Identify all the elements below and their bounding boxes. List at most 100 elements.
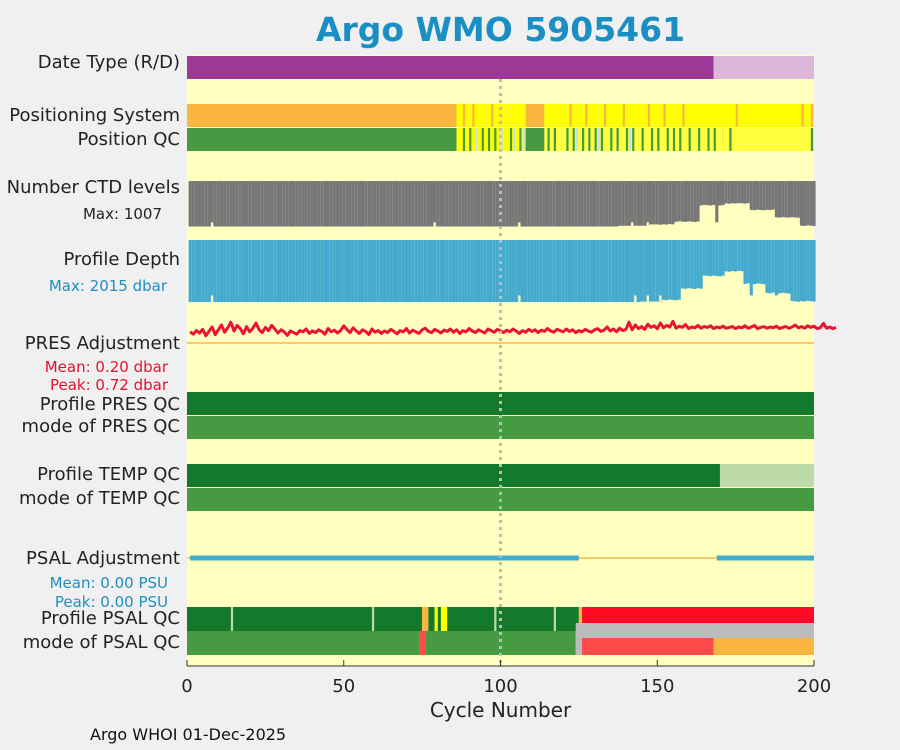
profile-psal-qc-bar	[578, 607, 583, 631]
profile-depth-bar	[552, 240, 556, 303]
profile-depth-bar	[721, 240, 725, 276]
profile-depth-bar	[332, 240, 336, 303]
profile-depth-bar	[558, 240, 562, 303]
ctd-level-bar	[549, 181, 553, 227]
ctd-level-bar	[596, 181, 600, 227]
ctd-level-bar	[636, 181, 641, 226]
positioning-system-tick	[569, 104, 572, 127]
ctd-level-bar	[796, 181, 800, 218]
profile-depth-bar	[624, 240, 628, 303]
profile-depth-bar	[411, 240, 415, 303]
position-qc-tick	[547, 128, 550, 151]
profile-depth-bar	[295, 240, 299, 303]
profile-depth-bar	[596, 240, 600, 303]
ctd-level-bar	[564, 181, 568, 227]
profile-depth-bar	[276, 240, 280, 303]
ctd-level-bar	[354, 181, 358, 227]
ctd-level-bar	[489, 181, 493, 227]
ctd-level-bar	[508, 181, 512, 227]
profile-psal-qc-bar	[437, 607, 441, 631]
profile-depth-bar	[251, 240, 255, 303]
profile-depth-bar	[784, 240, 788, 294]
ctd-level-bar	[216, 181, 220, 227]
position-qc-bar	[456, 128, 526, 151]
profile-depth-bar	[373, 240, 377, 303]
ctd-level-bar	[285, 181, 289, 227]
profile-depth-bar	[514, 240, 518, 303]
profile-depth-bar	[476, 240, 481, 303]
ctd-level-bar	[630, 181, 634, 223]
ctd-level-bar	[332, 181, 336, 227]
profile-depth-bar	[759, 240, 763, 284]
profile-depth-bar	[207, 240, 211, 303]
profile-depth-bar	[809, 240, 813, 302]
x-tick-label: 50	[332, 676, 356, 697]
ctd-level-bar	[693, 181, 697, 222]
profile-temp-qc-bar	[187, 464, 720, 487]
profile-depth-bar	[734, 240, 738, 272]
ctd-level-bar	[260, 181, 264, 227]
ctd-level-bar	[671, 181, 675, 225]
profile-depth-bar	[511, 240, 515, 303]
profile-depth-bar	[270, 240, 274, 303]
profile-depth-bar	[502, 240, 506, 303]
ctd-level-bar	[301, 181, 305, 227]
ctd-level-bar	[191, 181, 195, 227]
profile-depth-bar	[640, 240, 644, 302]
label-positioning-system: Positioning System	[9, 105, 180, 126]
profile-depth-bar	[621, 240, 625, 303]
ctd-level-bar	[784, 181, 788, 218]
position-qc-tick	[500, 128, 503, 151]
ctd-level-bar	[433, 181, 437, 223]
ctd-level-bar	[696, 181, 700, 222]
profile-depth-bar	[266, 240, 271, 303]
ctd-level-bar	[370, 181, 374, 227]
ctd-level-bar	[433, 222, 436, 228]
profile-depth-bar	[210, 295, 214, 303]
profile-depth-bar	[539, 240, 543, 303]
profile-depth-bar	[345, 240, 349, 303]
position-qc-tick	[698, 128, 701, 151]
profile-depth-bar	[354, 240, 358, 303]
ctd-level-bar	[392, 181, 396, 227]
date-type-bar	[187, 56, 714, 79]
profile-depth-bar	[436, 240, 440, 303]
ctd-level-bar	[310, 181, 314, 227]
ctd-level-bar	[210, 222, 214, 228]
ctd-level-bar	[251, 181, 255, 227]
profile-depth-bar	[571, 240, 575, 303]
ctd-level-bar	[655, 181, 659, 225]
ctd-level-bar	[752, 181, 757, 211]
profile-depth-bar	[524, 240, 528, 303]
profile-depth-bar	[273, 240, 277, 303]
ctd-level-bar	[806, 181, 810, 226]
profile-depth-bar	[244, 240, 249, 303]
profile-depth-bar	[235, 240, 239, 303]
profile-psal-qc-bar	[422, 607, 429, 631]
ctd-level-bar	[367, 181, 371, 227]
profile-depth-bar	[520, 240, 525, 303]
profile-depth-bar	[677, 240, 681, 300]
ctd-level-bar	[740, 181, 744, 204]
ctd-level-bar	[592, 181, 597, 227]
profile-depth-bar	[473, 240, 477, 303]
mode-psal-qc-grey-band	[575, 623, 814, 638]
profile-depth-bar	[687, 240, 691, 289]
ctd-level-bar	[326, 181, 330, 227]
ctd-level-bar	[586, 181, 590, 227]
ctd-level-bar	[270, 181, 274, 227]
position-qc-tick	[729, 128, 732, 151]
ctd-level-bar	[580, 181, 584, 227]
x-axis-label: Cycle Number	[429, 698, 572, 722]
profile-depth-bar	[665, 240, 669, 301]
ctd-level-bar	[514, 181, 518, 227]
ctd-level-bar	[734, 181, 738, 204]
ctd-level-bar	[652, 181, 656, 225]
profile-depth-bar	[439, 240, 443, 303]
profile-depth-bar	[787, 240, 791, 294]
ctd-level-bar	[705, 181, 709, 206]
ctd-level-bar	[213, 181, 217, 227]
profile-depth-bar	[690, 240, 694, 289]
ctd-level-bar	[389, 181, 393, 227]
ctd-level-bar	[777, 181, 782, 218]
